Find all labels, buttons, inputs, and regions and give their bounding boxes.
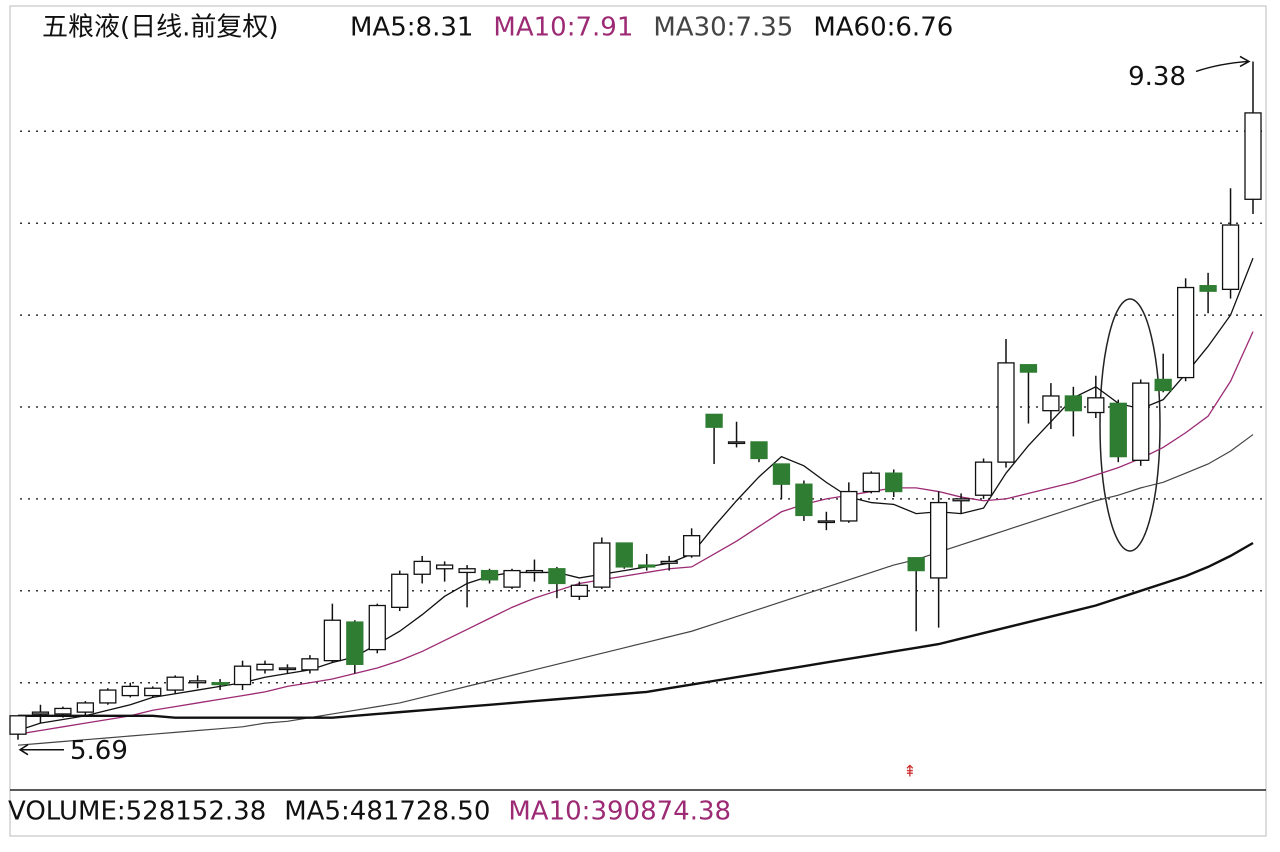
- candle-body: [840, 490, 858, 522]
- high-arrow: [1195, 60, 1249, 73]
- volume-indicator: VOLUME:528152.38: [8, 797, 266, 827]
- candle-body: [346, 621, 364, 665]
- candle-body: [1109, 402, 1127, 458]
- candle-body: [952, 498, 970, 502]
- candle-body: [256, 663, 274, 671]
- frame: [9, 5, 1267, 837]
- candle-body: [817, 520, 836, 524]
- candle-body: [1019, 364, 1038, 373]
- candle-body: [144, 687, 162, 697]
- candle-body: [278, 667, 297, 671]
- candle-body: [885, 472, 903, 493]
- candle-body: [368, 604, 386, 651]
- candle-body: [907, 557, 925, 572]
- candle-body: [795, 483, 813, 517]
- candle-body: [593, 542, 611, 588]
- indicator-label: MA30:7.35: [653, 13, 793, 43]
- indicator-label: MA5:8.31: [350, 13, 473, 43]
- candle-body: [638, 564, 656, 568]
- low-arrow: [18, 744, 64, 756]
- candle-body: [1221, 224, 1240, 291]
- high-label: 9.38: [1128, 62, 1186, 92]
- candle-body: [9, 715, 27, 735]
- candle-body: [301, 658, 319, 671]
- candle-body: [1154, 378, 1172, 392]
- candle-body: [413, 560, 431, 575]
- candle-body: [1244, 112, 1262, 200]
- candle-body: [233, 665, 252, 686]
- candle-body: [974, 461, 993, 496]
- candle-body: [705, 413, 723, 428]
- candle-body: [682, 535, 701, 557]
- signal-icon: ⇞: [903, 762, 916, 781]
- candle-body: [121, 685, 139, 697]
- chart-title: 五粮液(日线.前复权): [42, 13, 279, 43]
- candle-body: [31, 711, 50, 715]
- volume-indicator: MA5:481728.50: [284, 797, 490, 827]
- candle-body: [525, 569, 544, 574]
- candle-body: [391, 573, 409, 609]
- candle-body: [503, 569, 521, 588]
- indicator-label: MA60:6.76: [813, 13, 953, 43]
- candle-body: [997, 362, 1015, 463]
- candle-body: [54, 707, 72, 715]
- high-arrowhead: [1239, 55, 1251, 68]
- candle-body: [1064, 395, 1083, 412]
- candle-body: [1176, 286, 1195, 379]
- candle-body: [750, 441, 768, 460]
- candle-body: [76, 702, 95, 713]
- candle-body: [548, 568, 566, 585]
- candle-body: [929, 501, 948, 579]
- volume-indicator: MA10:390874.38: [508, 797, 731, 827]
- candle-body: [211, 682, 229, 686]
- candle-body: [1132, 382, 1150, 461]
- low-label: 5.69: [70, 736, 128, 766]
- candle-body: [570, 584, 589, 597]
- candle-body: [188, 680, 207, 684]
- candle-body: [166, 676, 184, 691]
- candle-body: [458, 568, 476, 574]
- candle-body: [615, 542, 633, 568]
- candle-body: [862, 472, 880, 493]
- candle-body: [99, 689, 117, 704]
- candle-body: [323, 619, 342, 662]
- candle-body: [1087, 397, 1105, 414]
- candle-body: [480, 569, 499, 581]
- candle-body: [435, 564, 454, 570]
- candle-body: [660, 560, 678, 564]
- indicator-label: MA10:7.91: [493, 13, 633, 43]
- candle-body: [1042, 395, 1060, 412]
- candle-body: [727, 441, 746, 445]
- ma-line: [18, 541, 1254, 719]
- ma-line: [17, 257, 1254, 732]
- highlight-ellipse: [1099, 298, 1161, 552]
- ma-line: [17, 331, 1254, 735]
- candle-body: [1199, 285, 1217, 292]
- candle-body: [772, 463, 791, 485]
- ma-line: [17, 434, 1254, 746]
